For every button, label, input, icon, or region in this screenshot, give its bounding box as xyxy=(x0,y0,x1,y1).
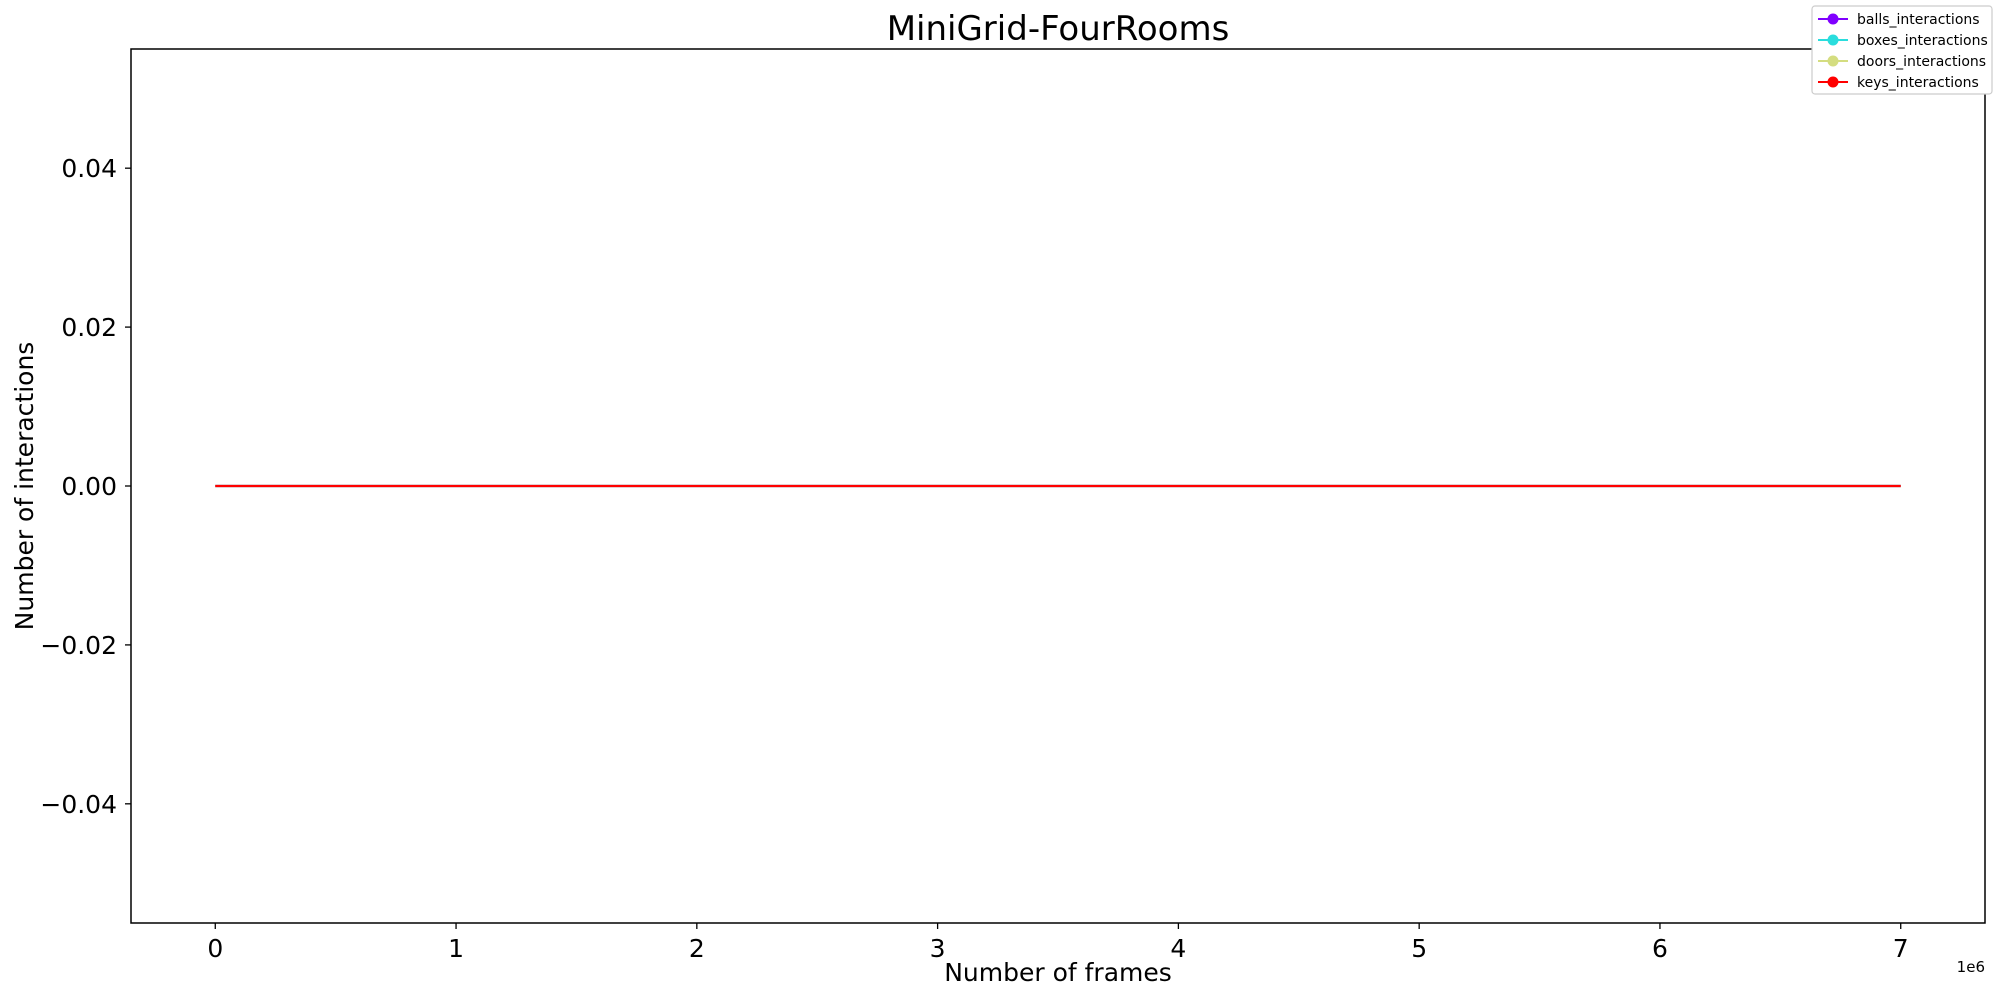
legend-label: boxes_interactions xyxy=(1857,33,1988,49)
legend: balls_interactions boxes_interactionsdoor… xyxy=(1811,5,1993,95)
x-tick-label: 5 xyxy=(1411,934,1427,963)
x-tick-label: 1 xyxy=(448,934,464,963)
x-tick-label: 0 xyxy=(207,934,223,963)
x-tick-label: 3 xyxy=(930,934,946,963)
x-axis-offset-label: 1e6 xyxy=(1957,958,1985,976)
x-tick-label: 6 xyxy=(1652,934,1668,963)
legend-item-doors-interactions: doors_interactions xyxy=(1818,54,1986,70)
x-axis-title: Number of frames xyxy=(944,958,1172,987)
chart-title: MiniGrid-FourRooms xyxy=(887,9,1230,49)
y-tick-label: −0.04 xyxy=(40,790,117,819)
legend-item-keys-interactions: keys_interactions xyxy=(1818,75,1979,91)
x-tick-label: 7 xyxy=(1893,934,1909,963)
legend-marker-swatch xyxy=(1827,55,1839,67)
legend-item-boxes-interactions: boxes_interactions xyxy=(1818,33,1988,49)
legend-frame xyxy=(1811,5,1993,95)
legend-label: doors_interactions xyxy=(1857,54,1986,70)
x-tick-label: 4 xyxy=(1170,934,1186,963)
legend-marker-swatch xyxy=(1827,13,1839,25)
y-tick-label: −0.02 xyxy=(40,631,117,660)
legend-label: balls_interactions xyxy=(1857,12,1980,28)
x-axis: 0 1 2 3 4 5 6 7 xyxy=(207,923,1909,963)
y-axis: 0.04 0.02 0.00 −0.02 −0.04 xyxy=(40,154,131,819)
y-tick-label: 0.04 xyxy=(61,154,117,183)
legend-marker-swatch xyxy=(1827,76,1839,88)
x-tick-label: 2 xyxy=(689,934,705,963)
legend-label: keys_interactions xyxy=(1857,75,1979,91)
y-tick-label: 0.02 xyxy=(61,313,117,342)
y-tick-label: 0.00 xyxy=(61,472,117,501)
y-axis-title: Number of interactions xyxy=(10,342,39,631)
legend-item-balls-interactions: balls_interactions xyxy=(1818,12,1980,28)
legend-marker-swatch xyxy=(1827,34,1839,46)
